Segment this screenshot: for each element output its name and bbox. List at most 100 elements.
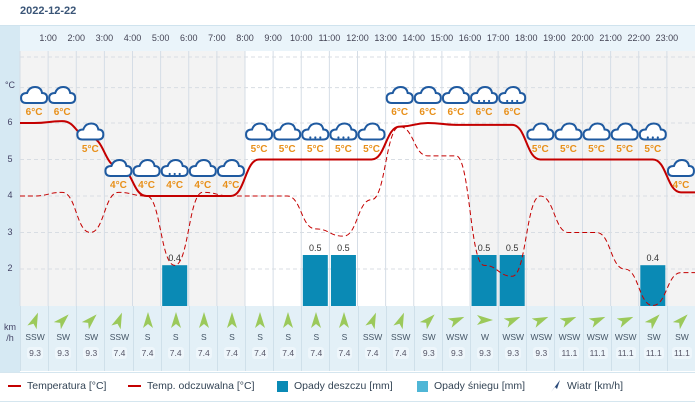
column-bg xyxy=(582,51,611,306)
legend-feels-label: Temp. odczuwalna [°C] xyxy=(147,380,255,392)
wind-direction: SW xyxy=(675,332,689,342)
wind-speed: 9.3 xyxy=(83,347,100,359)
legend: Temperatura [°C] Temp. odczuwalna [°C] O… xyxy=(0,372,695,402)
wind-cell: SW 9.3 xyxy=(76,306,105,371)
wind-speed: 7.4 xyxy=(167,347,184,359)
temp-label: 4°C xyxy=(222,180,240,191)
wind-speed: 11.1 xyxy=(615,347,636,359)
column-bg xyxy=(357,51,386,306)
wind-direction: SSW xyxy=(25,332,45,342)
column-bg xyxy=(610,51,639,306)
hour-label: 6:00 xyxy=(179,33,198,43)
chart-canvas xyxy=(19,51,695,306)
temp-label: 5°C xyxy=(531,143,549,155)
wind-cell: S 7.4 xyxy=(245,306,274,371)
rain-label: 0.5 xyxy=(505,243,519,253)
cloud-rain-icon xyxy=(638,122,667,141)
cloud-icon xyxy=(441,85,470,104)
wind-direction: SW xyxy=(84,332,99,342)
wind-direction: SSW xyxy=(109,332,130,342)
temp-label: 5°C xyxy=(81,143,99,155)
cloud-rain-icon xyxy=(301,122,330,141)
wind-arrow-icon xyxy=(198,312,209,328)
wind-direction: S xyxy=(257,332,263,342)
wind-speed: 7.4 xyxy=(139,347,156,359)
cloud-icon xyxy=(188,158,217,177)
hour-label: 11:00 xyxy=(318,33,341,43)
wind-direction: SSW xyxy=(391,332,411,342)
column-bg xyxy=(245,51,274,306)
temp-label: 5°C xyxy=(363,143,380,155)
legend-snow[interactable]: Opady śniegu [mm] xyxy=(417,380,525,392)
legend-wind[interactable]: Wiatr [km/h] xyxy=(550,380,623,392)
wind-cell: WSW 11.1 xyxy=(554,306,583,371)
snow-swatch xyxy=(417,380,428,392)
temp-label: 4°C xyxy=(110,180,127,191)
temp-label: 5°C xyxy=(560,143,577,155)
hour-label: 23:00 xyxy=(655,33,679,43)
wind-arrow-icon xyxy=(364,312,376,330)
cloud-icon xyxy=(20,85,49,104)
wind-cell: S 7.4 xyxy=(273,306,302,371)
column-bg xyxy=(216,51,245,306)
rain-bar xyxy=(330,255,356,306)
wind-cell: SSW 7.4 xyxy=(357,306,387,371)
cloud-rain-icon xyxy=(160,158,189,177)
wind-speed: 9.3 xyxy=(477,347,493,359)
hour-label: 8:00 xyxy=(236,33,254,43)
hour-label: 3:00 xyxy=(95,33,114,43)
wind-direction: WSW xyxy=(614,332,637,342)
wind-arrow-icon xyxy=(311,312,322,328)
wind-cell: WSW 11.1 xyxy=(582,306,612,371)
temp-label: 6°C xyxy=(53,107,71,118)
temp-label: 6°C xyxy=(503,107,521,118)
wind-cell: W 9.3 xyxy=(470,306,499,371)
wind-direction: S xyxy=(229,332,235,342)
temp-label: 4°C xyxy=(138,180,155,191)
wind-cell: S 7.4 xyxy=(329,306,358,371)
wind-arrow-icon xyxy=(27,312,39,330)
hour-label: 16:00 xyxy=(458,33,482,43)
legend-rain-label: Opady deszczu [mm] xyxy=(294,380,393,392)
cloud-icon xyxy=(526,122,555,141)
cloud-icon xyxy=(245,122,274,141)
temp-line-swatch xyxy=(8,385,21,387)
legend-rain[interactable]: Opady deszczu [mm] xyxy=(277,380,393,392)
wind-arrow-icon xyxy=(644,314,660,330)
wind-arrow-icon xyxy=(419,314,435,330)
temp-label: 6°C xyxy=(419,107,437,118)
wind-speed: 7.4 xyxy=(195,347,212,359)
cloud-icon xyxy=(582,122,611,141)
rain-label: 0.5 xyxy=(337,243,350,253)
hour-label: 10:00 xyxy=(289,33,313,43)
cloud-icon xyxy=(132,158,161,177)
column-bg xyxy=(526,51,555,306)
wind-arrow-icon xyxy=(551,380,560,392)
wind-direction: SW xyxy=(56,332,71,342)
temp-label: 6°C xyxy=(391,107,409,118)
wind-direction: S xyxy=(200,332,207,342)
forecast-chart: 1:00 2:00 3:00 4:00 5:00 6:00 7:00 8:00 9:00 10:0… xyxy=(0,25,695,372)
hour-label: 19:00 xyxy=(543,33,566,43)
legend-feels[interactable]: Temp. odczuwalna [°C] xyxy=(128,380,255,392)
legend-temp[interactable]: Temperatura [°C] xyxy=(8,380,106,392)
temp-label: 5°C xyxy=(644,143,662,155)
column-bg xyxy=(554,51,583,306)
wind-cell: SW 11.1 xyxy=(666,306,695,371)
wind-cell: S 7.4 xyxy=(160,306,190,371)
legend-temp-label: Temperatura [°C] xyxy=(27,380,107,392)
wind-speed: 9.3 xyxy=(420,347,437,359)
hour-label: 7:00 xyxy=(208,33,226,43)
wind-speed: 7.4 xyxy=(308,347,325,359)
wind-cell: SW 9.3 xyxy=(413,306,443,371)
wind-arrow-icon xyxy=(283,312,294,328)
wind-direction: WSW xyxy=(446,332,468,342)
wind-arrow-icon xyxy=(53,314,69,330)
wind-speed: 9.3 xyxy=(533,347,550,359)
y-axis xyxy=(0,26,20,372)
temp-label: 5°C xyxy=(588,143,605,155)
wind-cell: SSW 7.4 xyxy=(385,306,415,371)
hour-label: 18:00 xyxy=(514,33,538,43)
wind-cell: S 7.4 xyxy=(132,306,162,371)
wind-direction: WSW xyxy=(586,332,609,342)
